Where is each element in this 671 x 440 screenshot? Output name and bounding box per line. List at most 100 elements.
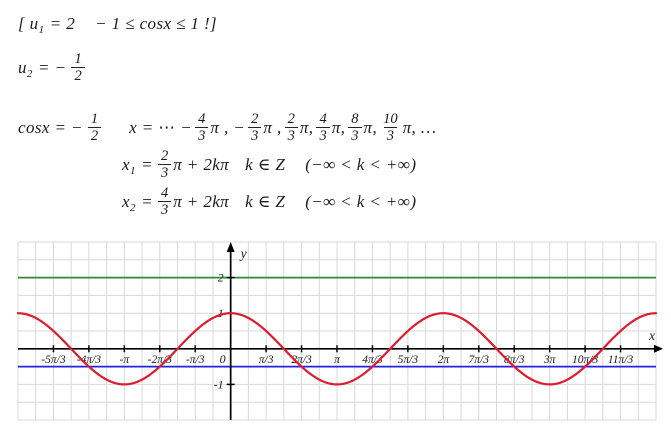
y-axis-label: y — [239, 246, 247, 261]
x-tick-label: -2π/3 — [148, 354, 173, 366]
y-tick-label: -1 — [214, 377, 224, 391]
x-tick-label: -π — [120, 354, 131, 366]
fraction-numerator: 1 — [90, 111, 99, 127]
math-text: π, — [299, 117, 314, 137]
math-text: [ u — [18, 14, 39, 33]
math-space — [285, 164, 305, 165]
equation-cosx-solutions: cosx = −1 2 x = ⋯ −4 3 π , −2 3 π , 2 3 π, 4 3 π, 8 3 π… — [18, 111, 436, 144]
fraction-numerator: 8 — [351, 111, 359, 127]
math-text: k ∈ Z — [245, 154, 286, 174]
fraction-denominator: 3 — [195, 127, 209, 144]
math-text: = — [136, 191, 153, 211]
math-space — [377, 127, 378, 128]
math-text: u — [18, 57, 27, 77]
math-text: π , — [263, 117, 282, 137]
x-axis-label: x — [648, 328, 655, 343]
math-space — [192, 127, 193, 128]
math-space — [103, 127, 129, 128]
math-subscript: 2 — [26, 67, 33, 80]
math-text: = — [136, 154, 153, 174]
x-tick-label: 0 — [220, 352, 226, 366]
x-tick-label: -5π/3 — [41, 354, 66, 366]
fraction-numerator: 2 — [287, 111, 295, 127]
x-tick-label: 10π/3 — [572, 354, 598, 366]
math-text: x — [122, 154, 130, 174]
math-space — [83, 127, 86, 128]
math-subscript: 1 — [38, 24, 45, 36]
cosine-graph-svg: yx-5π/3 -4π/3 -π -2π/3 -π/3 0 π/3 2π/3 π 4π/3 5π/3… — [16, 241, 663, 421]
math-text: π + 2kπ — [173, 154, 230, 174]
math-space — [229, 164, 245, 165]
fraction-denominator: 3 — [284, 127, 298, 144]
math-text: x — [122, 191, 130, 211]
math-subscript: 2 — [129, 201, 136, 214]
fraction-numerator: 4 — [319, 111, 327, 127]
math-fraction: 10 3 — [380, 111, 401, 144]
math-space — [282, 127, 283, 128]
fraction-numerator: 4 — [198, 111, 206, 127]
math-text: π , − — [210, 117, 246, 137]
math-text: = 2 — [45, 14, 76, 33]
x-tick-label: 7π/3 — [469, 354, 490, 366]
math-space — [66, 67, 69, 68]
math-space — [285, 201, 305, 202]
x-tick-label: -π/3 — [186, 354, 205, 366]
fraction-denominator: 2 — [87, 127, 102, 144]
fraction-denominator: 3 — [348, 127, 362, 144]
math-text: (−∞ < k < +∞) — [305, 154, 417, 174]
math-text: (−∞ < k < +∞) — [305, 191, 417, 211]
x-tick-label: π — [334, 354, 341, 366]
math-space — [313, 127, 314, 128]
math-space — [245, 127, 246, 128]
fraction-denominator: 3 — [157, 164, 172, 181]
y-tick-label: 2 — [218, 271, 224, 285]
x-tick-label: π/3 — [259, 354, 274, 366]
math-space — [153, 201, 156, 202]
fraction-denominator: 3 — [248, 127, 262, 144]
fraction-numerator: 10 — [383, 111, 398, 127]
y-axis-arrow — [226, 242, 235, 252]
math-text: cosx = − — [18, 117, 83, 137]
x-axis-arrow — [654, 344, 663, 353]
fraction-numerator: 2 — [251, 111, 259, 127]
x-tick-label: 5π/3 — [398, 354, 419, 366]
math-subscript: 1 — [129, 164, 136, 177]
math-text: x = ⋯ − — [129, 117, 193, 137]
math-text: π, — [331, 117, 346, 137]
fraction-denominator: 2 — [71, 67, 85, 84]
math-space — [229, 201, 245, 202]
x-tick-label: 11π/3 — [608, 354, 634, 366]
math-space — [345, 127, 346, 128]
y-tick-label: 1 — [218, 306, 224, 320]
math-text: k ∈ Z — [245, 191, 286, 211]
math-space — [153, 164, 156, 165]
math-text: π, — [363, 117, 378, 137]
math-space — [75, 24, 95, 25]
math-text: π, … — [402, 117, 437, 137]
x-tick-label: 3π — [543, 354, 557, 366]
fraction-denominator: 3 — [157, 201, 172, 218]
fraction-denominator: 3 — [383, 127, 397, 144]
cosine-curve — [16, 312, 658, 386]
math-text: π + 2kπ — [173, 191, 230, 211]
x-tick-label: -4π/3 — [77, 354, 102, 366]
fraction-numerator: 2 — [160, 148, 169, 164]
fraction-numerator: 1 — [74, 51, 82, 67]
math-text: = − — [33, 57, 67, 77]
graph-area: y x -5π/3 -4π/3 -π -2π/3 -π/3 0 π/3 2π/3 π 4π/3 5π/3… — [0, 240, 671, 440]
fraction-numerator: 4 — [160, 185, 169, 201]
